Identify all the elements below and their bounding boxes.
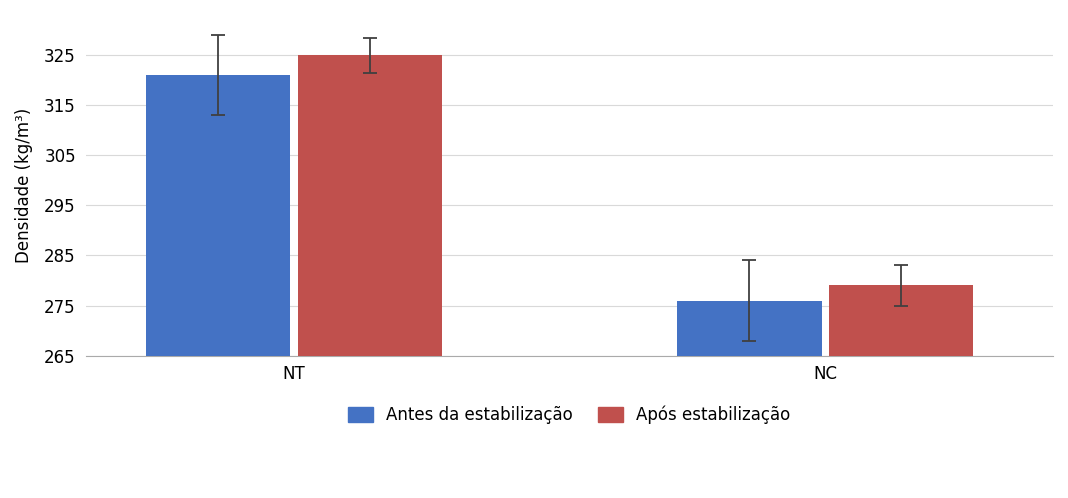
- Bar: [146, 75, 290, 356]
- Bar: [677, 300, 821, 356]
- Y-axis label: Densidade (kg/m³): Densidade (kg/m³): [15, 108, 33, 263]
- Bar: [829, 285, 973, 356]
- Bar: [298, 55, 442, 356]
- Legend: Antes da estabilização, Após estabilização: Antes da estabilização, Após estabilizaç…: [340, 397, 799, 432]
